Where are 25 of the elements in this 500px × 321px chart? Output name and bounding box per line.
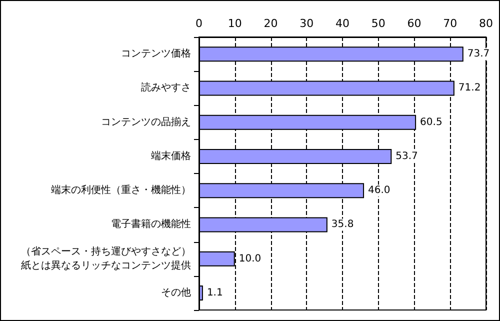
y-tick-label: 電子書籍の機能性 <box>111 218 191 230</box>
x-tick-label: 0 <box>196 17 202 30</box>
x-tick-label: 20 <box>264 17 278 30</box>
data-label: 10.0 <box>238 253 262 264</box>
data-label: 1.1 <box>206 287 223 298</box>
data-label: 53.7 <box>396 150 418 162</box>
x-tick-label: 50 <box>371 17 386 30</box>
y-tick-label: 読みやすさ <box>141 82 191 94</box>
y-tick-label: その他 <box>161 286 191 298</box>
x-tick-label: 30 <box>300 17 314 30</box>
data-label: 73.7 <box>467 48 490 60</box>
data-label: 71.2 <box>458 82 481 94</box>
x-tick-label: 10 <box>228 17 242 30</box>
data-label: 60.5 <box>420 116 442 128</box>
data-label: 46.0 <box>368 185 390 196</box>
x-tick-label: 60 <box>407 17 422 30</box>
x-tick-label: 40 <box>336 17 350 30</box>
data-label: 35.8 <box>331 219 354 230</box>
y-tick-label: コンテンツ価格 <box>121 48 191 60</box>
y-tick-label: （省スペース・持ち運びやすさなど）紙とは異なるリッチなコンテンツ提供 <box>21 245 191 272</box>
y-tick-label: 端末の利便性（重さ・機能性） <box>51 184 191 196</box>
y-tick-label: コンテンツの品揃え <box>101 116 191 128</box>
x-tick-label: 80 <box>479 17 493 30</box>
y-tick-label: 端末価格 <box>151 150 191 162</box>
x-tick-label: 70 <box>443 17 458 30</box>
